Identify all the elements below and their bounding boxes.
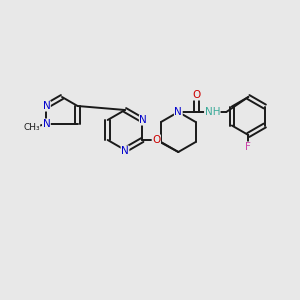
Text: F: F [245,142,251,152]
Text: N: N [174,107,182,117]
Text: O: O [152,135,160,145]
Text: N: N [121,146,129,156]
Text: N: N [43,101,50,111]
Text: NH: NH [205,107,220,117]
Text: N: N [140,115,147,125]
Text: N: N [43,119,50,129]
Text: CH₃: CH₃ [23,122,40,131]
Text: O: O [192,90,200,100]
